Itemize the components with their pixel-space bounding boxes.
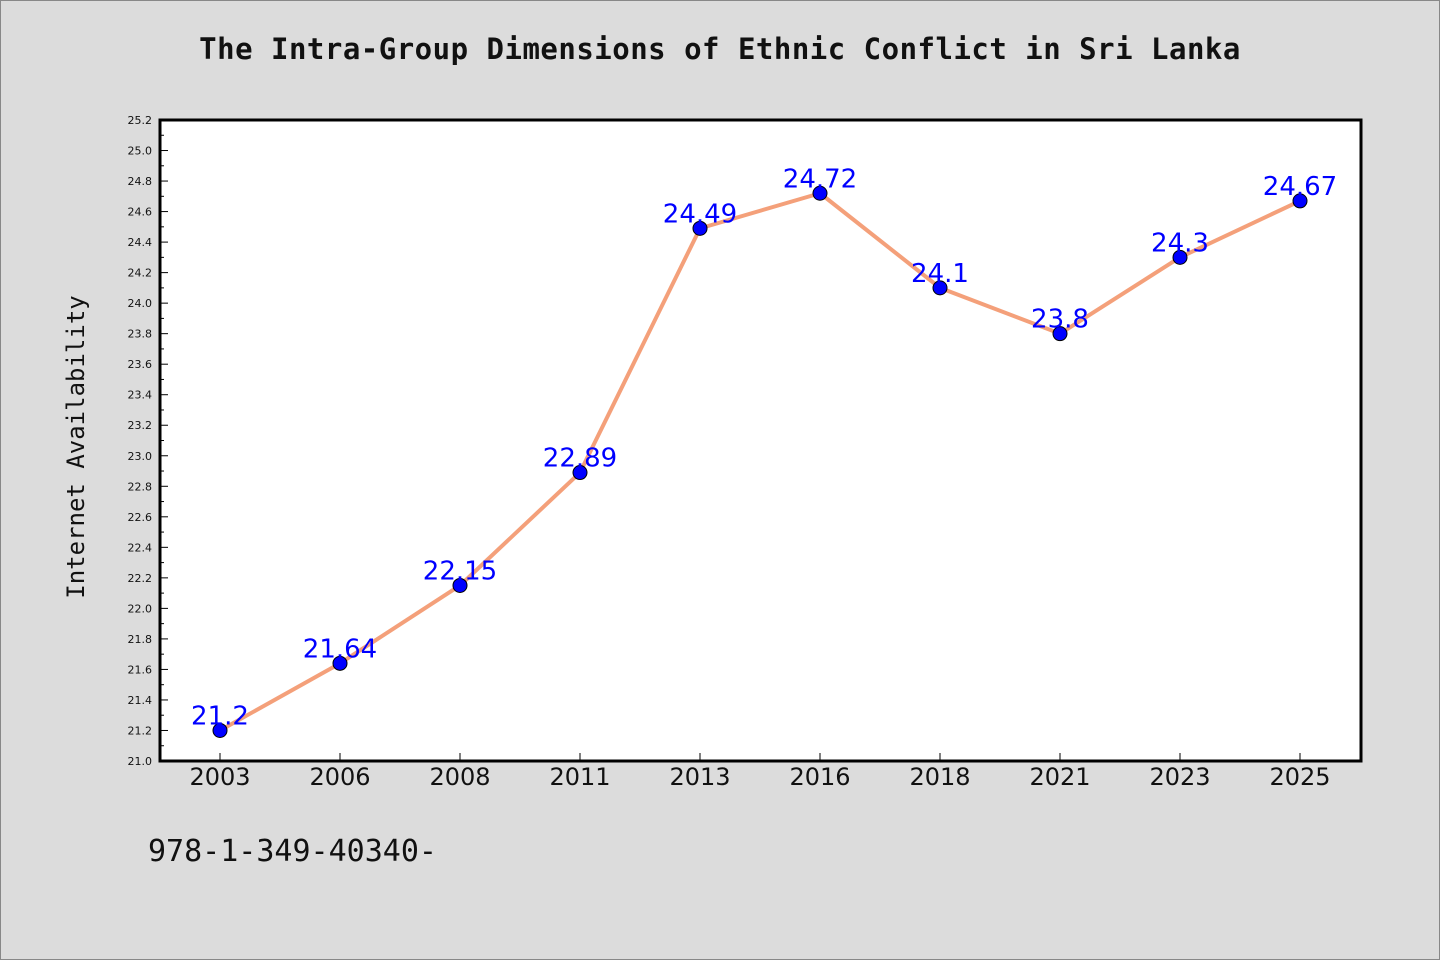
- y-tick-label: 23.4: [128, 389, 153, 402]
- x-tick-label: 2025: [1269, 763, 1330, 791]
- data-point: [1292, 193, 1308, 209]
- x-tick-label: 2023: [1149, 763, 1210, 791]
- y-tick-label: 21.0: [128, 755, 153, 768]
- data-label: 24.49: [663, 199, 737, 229]
- y-tick-label: 24.8: [128, 175, 153, 188]
- data-label: 24.67: [1263, 172, 1337, 202]
- data-label: 24.72: [783, 164, 857, 194]
- x-tick-label: 2006: [309, 763, 370, 791]
- data-label: 24.3: [1151, 228, 1209, 258]
- y-tick-label: 21.2: [128, 724, 153, 737]
- data-label: 24.1: [911, 259, 969, 289]
- y-tick-label: 24.0: [128, 297, 153, 310]
- data-label: 21.2: [191, 701, 249, 731]
- y-tick-label: 21.6: [128, 663, 153, 676]
- data-label: 22.89: [543, 444, 617, 474]
- y-tick-label: 23.0: [128, 450, 153, 463]
- data-point: [572, 465, 588, 481]
- y-tick-label: 22.0: [128, 602, 153, 615]
- x-tick-label: 2008: [429, 763, 490, 791]
- plot-area: [158, 118, 1363, 763]
- y-tick-label: 24.6: [128, 206, 153, 219]
- data-point: [932, 280, 948, 296]
- y-tick-label: 21.4: [128, 694, 153, 707]
- chart-title: The Intra-Group Dimensions of Ethnic Con…: [199, 32, 1241, 66]
- data-point: [1172, 249, 1188, 265]
- x-tick-label: 2011: [549, 763, 610, 791]
- data-point: [332, 655, 348, 671]
- data-point: [812, 185, 828, 201]
- series-line: [218, 191, 1302, 733]
- y-tick-label: 22.4: [128, 541, 153, 554]
- data-point: [212, 722, 228, 738]
- y-tick-label: 23.6: [128, 358, 153, 371]
- y-tick-label: 21.8: [128, 633, 153, 646]
- data-label: 21.64: [303, 634, 377, 664]
- x-tick-label: 2021: [1029, 763, 1090, 791]
- x-tick-label: 2018: [909, 763, 970, 791]
- y-tick-label: 22.6: [128, 511, 153, 524]
- y-tick-label: 24.2: [128, 267, 153, 280]
- y-tick-label: 24.4: [128, 236, 153, 249]
- y-tick-label: 25.2: [128, 114, 153, 127]
- data-label: 22.15: [423, 556, 497, 586]
- y-tick-label: 22.2: [128, 572, 153, 585]
- y-tick-label: 23.8: [128, 328, 153, 341]
- data-label: 23.8: [1031, 305, 1089, 335]
- x-tick-label: 2016: [789, 763, 850, 791]
- footer-code: 978-1-349-40340-: [148, 834, 437, 869]
- data-point: [452, 577, 468, 593]
- data-point: [692, 220, 708, 236]
- data-point: [1052, 326, 1068, 342]
- y-tick-label: 25.0: [128, 145, 153, 158]
- x-tick-label: 2003: [189, 763, 250, 791]
- x-tick-label: 2013: [669, 763, 730, 791]
- y-tick-label: 22.8: [128, 480, 153, 493]
- y-tick-label: 23.2: [128, 419, 153, 432]
